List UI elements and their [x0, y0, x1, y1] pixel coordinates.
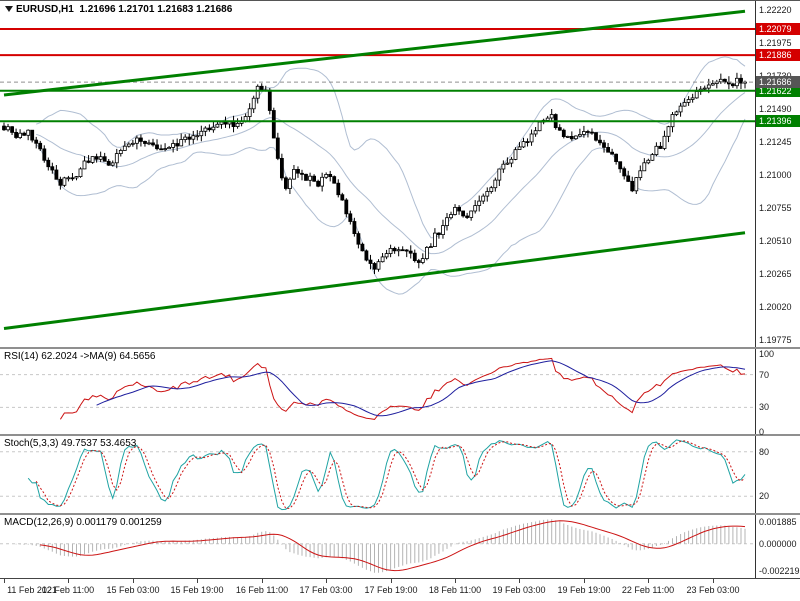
price-level-badge: 1.21622 [756, 85, 800, 97]
price-axis-label: 1.20510 [759, 236, 792, 246]
time-axis-label: 16 Feb 11:00 [235, 585, 289, 595]
price-axis-label: 1.20020 [759, 302, 792, 312]
time-axis-label: 11 Feb 2021 [7, 585, 57, 595]
price-level-badge: 1.21886 [756, 49, 800, 61]
time-axis-tick [584, 579, 585, 583]
rsi-axis-label: 100 [759, 349, 775, 359]
price-axis-label: 1.21245 [759, 137, 792, 147]
time-axis-label: 19 Feb 19:00 [557, 585, 611, 595]
price-axis-label: 1.22220 [759, 5, 792, 15]
price-level-badge: 1.21396 [756, 115, 800, 127]
macd-axis-label: 0.000000 [759, 539, 797, 549]
chart-canvas[interactable] [0, 0, 800, 578]
price-axis-label: 1.20755 [759, 203, 792, 213]
time-axis-tick [68, 579, 69, 583]
rsi-axis-label: 0 [759, 427, 765, 437]
macd-axis-label: -0.002219 [759, 566, 800, 576]
time-axis-tick [455, 579, 456, 583]
price-level-badge: 1.22079 [756, 23, 800, 35]
time-axis-label: 15 Feb 03:00 [106, 585, 160, 595]
price-axis-label: 1.20265 [759, 269, 792, 279]
time-axis-label: 22 Feb 11:00 [621, 585, 675, 595]
price-axis-label: 1.21000 [759, 170, 792, 180]
time-axis-tick [326, 579, 327, 583]
time-axis-label: 19 Feb 03:00 [492, 585, 546, 595]
time-axis-tick [519, 579, 520, 583]
time-axis-tick [262, 579, 263, 583]
rsi-axis-label: 30 [759, 402, 770, 412]
macd-axis-label: 0.001885 [759, 517, 797, 527]
panel-separator[interactable] [0, 513, 800, 515]
rsi-axis-label: 70 [759, 370, 770, 380]
time-axis[interactable]: 11 Feb 2021 12 Feb 11:00 15 Feb 03:00 15 Fe… [0, 578, 800, 601]
window-top-border [0, 0, 800, 1]
time-axis-tick [4, 579, 5, 583]
time-axis-label: 12 Feb 11:00 [41, 585, 95, 595]
time-axis-label: 18 Feb 11:00 [428, 585, 482, 595]
price-axis-label: 1.21490 [759, 104, 792, 114]
current-price-badge: 1.21686 [756, 76, 800, 88]
panel-separator[interactable] [0, 434, 800, 436]
stoch-axis-label: 80 [759, 447, 770, 457]
time-axis-label: 17 Feb 19:00 [364, 585, 418, 595]
time-axis-label: 17 Feb 03:00 [299, 585, 353, 595]
stoch-axis-label: 20 [759, 491, 770, 501]
time-axis-tick [197, 579, 198, 583]
price-axis-label: 1.21975 [759, 38, 792, 48]
price-axis[interactable]: 1.222201.219751.217301.214901.212451.210… [756, 0, 800, 578]
time-axis-tick [391, 579, 392, 583]
panel-separator[interactable] [0, 347, 800, 349]
time-axis-tick [133, 579, 134, 583]
time-axis-label: 15 Feb 19:00 [170, 585, 224, 595]
time-axis-tick [713, 579, 714, 583]
time-axis-tick [648, 579, 649, 583]
time-axis-label: 23 Feb 03:00 [686, 585, 740, 595]
price-axis-label: 1.19775 [759, 335, 792, 345]
